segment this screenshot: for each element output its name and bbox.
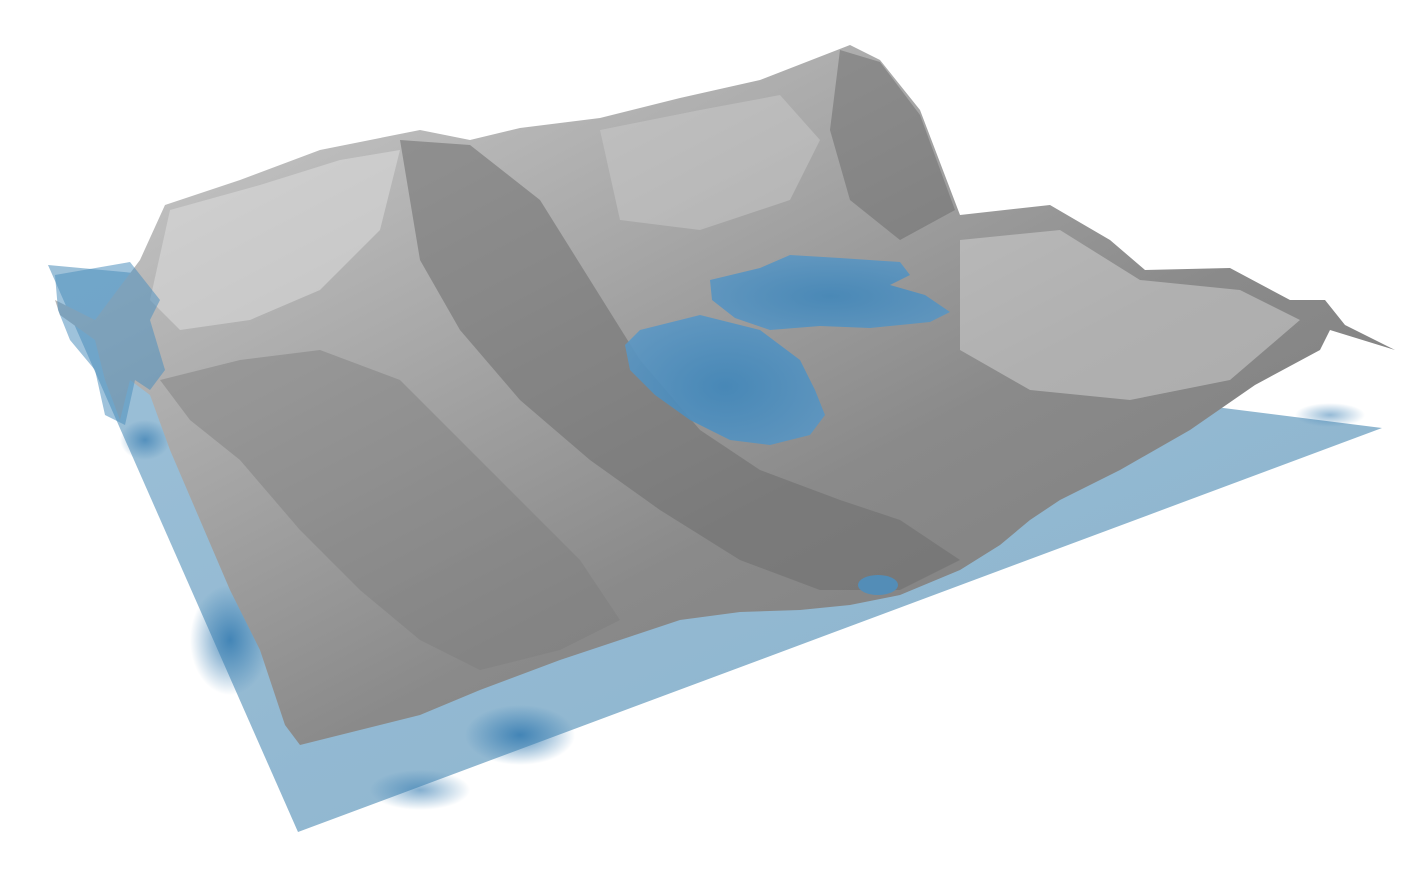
lake-upper (710, 255, 950, 330)
terrain-highlight (600, 95, 820, 230)
terrain-ridge-shadow (400, 140, 960, 590)
water-plane-deep-spot (465, 705, 575, 765)
water-plane-deep-spot (1295, 403, 1365, 427)
terrain-peak-shadow (830, 50, 955, 240)
terrain-highlight (150, 150, 400, 330)
terrain-ridge-shadow (160, 350, 620, 670)
lake-main (625, 315, 825, 445)
water-plane-deep-spot (370, 770, 470, 810)
water-volume-left-edge (55, 262, 165, 425)
terrain-highlight (960, 230, 1300, 400)
water-plane-deep-spot (120, 420, 170, 460)
pond-small (858, 575, 898, 595)
